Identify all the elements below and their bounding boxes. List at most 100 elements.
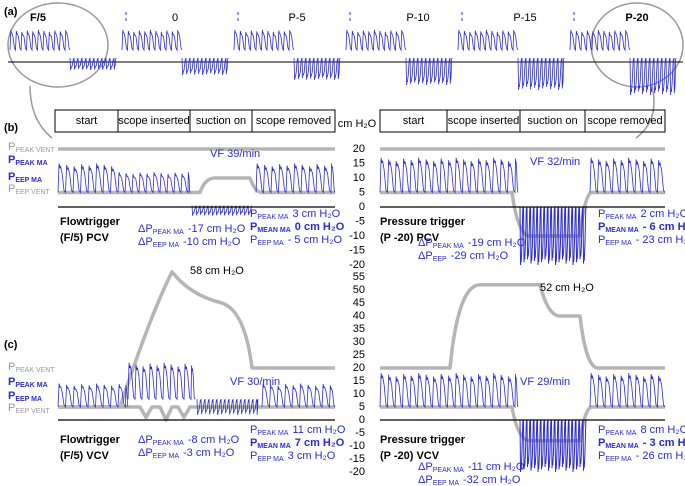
panel-label: (a) [4,6,18,18]
symbol: P [250,437,257,449]
symbol: P [8,402,15,414]
axis-tick-label: 0 [359,201,365,213]
ventilator-pressure [380,283,665,370]
value: - 3 cm H₂O [643,437,685,449]
value: 11 cm H₂O [292,424,345,436]
segment-label: F/5 [30,12,46,24]
pressure-label: PPEAK MA [8,376,48,389]
pressure-label: PMEAN MA 0 cm H₂O [250,221,345,234]
symbol: P [8,183,15,195]
pressure-waveform [345,29,407,52]
axis-tick-label: 50 [353,284,365,296]
subscript: PEAK MA [433,243,464,250]
symbol: P [8,390,15,402]
phase-label: start [403,115,424,127]
symbol: ΔP [418,250,433,262]
subscript: EEP MA [15,177,42,184]
axis-tick-label: 0 [359,414,365,426]
value: -17 cm H₂O [188,223,246,235]
pressure-waveform [181,57,229,76]
value: 3 cm H₂O [288,450,336,462]
value: -11 cm H₂O [468,461,525,473]
subscript: EEP MA [257,456,284,463]
subscript: PEAK MA [605,214,636,221]
value: -10 cm H₂O [183,236,241,248]
phase-tables [54,109,666,133]
pressure-waveform [379,157,519,194]
symbol: ΔP [418,237,433,249]
rate-label: VF 29/min [520,376,570,388]
pressure-label: PEEP MA [8,171,42,184]
subscript: MEAN MA [605,227,638,234]
subscript: EEP MA [153,453,180,460]
mode-title: Pressure trigger [380,216,466,228]
symbol: P [598,450,605,462]
subscript: PEAK MA [15,160,47,167]
subscript: EEP MA [15,396,42,403]
subscript: PEAK MA [15,382,47,389]
axis-tick-label: 15 [353,375,365,387]
pressure-waveform [191,205,253,216]
zoom-arrow [635,85,655,139]
symbol: ΔP [138,434,153,446]
zoom-ellipse [590,2,684,88]
symbol: P [250,450,257,462]
axis-tick-label: 10 [353,172,365,184]
value: -29 cm H₂O [451,250,509,262]
symbol: ΔP [138,236,153,248]
pressure-waveform [127,362,196,401]
axis-tick-label: -20 [349,259,365,271]
rate-label: VF 30/min [230,376,280,388]
symbol: P [8,154,15,166]
subscript: EEP [433,256,447,263]
subscript: EEP MA [605,240,632,247]
axis-tick-label: -10 [349,440,365,452]
phase-table [54,109,336,133]
ventilator-pressure [58,270,335,409]
pressure-waveform [121,29,183,52]
pressure-waveform [517,57,565,91]
mode-title: Flowtrigger [60,216,121,228]
pressure-label: PPEAK MA [8,154,48,167]
pressure-label: PPEAK MA 11 cm H₂O [250,424,346,437]
pressure-waveform [629,57,677,96]
pressure-label: PEEP MA - 23 cm H₂O [598,234,685,247]
value: 3 cm H₂O [292,208,340,220]
symbol: P [598,437,605,449]
axis-tick-label: 5 [359,186,365,198]
pressure-waveform [69,57,117,71]
symbol: P [598,234,605,246]
axis-tick-label: -5 [355,215,365,227]
ventilator-pressure [58,405,335,422]
panel-label: (c) [4,339,18,351]
pressure-label: ΔPPEAK MA -19 cm H₂O [418,237,526,250]
symbol: ΔP [138,447,153,459]
subscript: PEAK MA [153,229,184,236]
phase-label: scope inserted [448,115,520,127]
value: 0 cm H₂O [295,221,345,233]
value: -32 cm H₂O [463,474,521,486]
segment-label: P-15 [513,12,536,24]
pressure-waveform [379,373,519,409]
subscript: PEAK VENT [15,367,55,374]
value: - 23 cm H₂O [636,234,685,246]
symbol: P [250,208,257,220]
symbol: ΔP [418,461,433,473]
symbol: ΔP [418,474,433,486]
mode-title: (F/5) PCV [60,232,110,244]
pressure-waveform [57,163,119,194]
axis-unit: cm H₂O [338,118,377,130]
symbol: P [8,141,15,153]
pressure-label: PEEP MA [8,390,42,403]
pressure-label: ΔPEEP MA -3 cm H₂O [138,447,235,460]
phase-label: start [76,115,97,127]
segment-label: P-20 [625,12,648,24]
value: - 5 cm H₂O [288,234,343,246]
subscript: PEAK MA [605,430,636,437]
ventilator-pressure [58,176,335,195]
pressure-waveform [589,157,666,194]
phase-label: suction on [527,115,577,127]
pressure-label: PPEAK VENT [8,361,55,374]
pressure-waveform [196,399,259,415]
